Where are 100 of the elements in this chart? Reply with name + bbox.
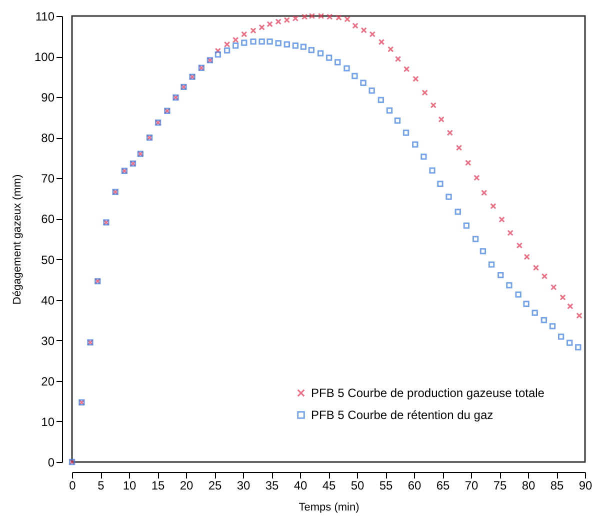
point xyxy=(224,47,230,54)
point xyxy=(275,18,282,25)
point xyxy=(266,21,273,28)
point xyxy=(567,303,574,310)
point xyxy=(402,130,410,136)
point xyxy=(250,28,256,34)
point xyxy=(488,261,495,268)
x-tick-label: 35 xyxy=(265,478,279,492)
point xyxy=(388,46,394,52)
x-tick-label: 10 xyxy=(122,478,136,492)
y-tick-label: 80 xyxy=(41,131,55,146)
point xyxy=(540,316,548,324)
point xyxy=(549,323,556,330)
x-tick-label: 30 xyxy=(236,478,250,492)
point xyxy=(292,15,299,22)
legend-label: PFB 5 Courbe de production gazeuse totale xyxy=(311,386,545,400)
point xyxy=(515,291,522,298)
point xyxy=(258,24,265,30)
point xyxy=(352,22,358,29)
point xyxy=(558,334,564,340)
point xyxy=(430,102,436,108)
y-tick-label: 20 xyxy=(41,374,55,388)
point xyxy=(326,54,332,61)
point xyxy=(437,180,444,187)
point xyxy=(241,31,248,38)
point xyxy=(344,65,350,72)
point xyxy=(403,66,410,72)
y-tick-label: 100 xyxy=(34,50,55,64)
point xyxy=(369,31,376,38)
point xyxy=(560,294,566,300)
x-tick-label: 40 xyxy=(294,478,308,492)
point xyxy=(266,38,273,45)
point xyxy=(275,40,282,46)
y-tick-label: 10 xyxy=(41,414,55,429)
point xyxy=(456,144,462,151)
point xyxy=(506,282,512,288)
point xyxy=(429,167,436,174)
point xyxy=(412,141,418,148)
point xyxy=(541,273,548,280)
point xyxy=(446,130,454,136)
y-tick-label: 0 xyxy=(48,456,55,470)
point xyxy=(336,14,342,21)
point xyxy=(481,190,488,196)
point xyxy=(344,16,350,22)
point xyxy=(318,12,324,20)
point xyxy=(446,194,452,200)
x-tick-label: 5 xyxy=(98,478,105,492)
x-tick-label: 65 xyxy=(436,478,450,492)
point xyxy=(472,236,479,242)
point xyxy=(352,72,358,80)
point xyxy=(438,116,444,122)
y-tick-label: 40 xyxy=(41,293,55,308)
y-axis-title: Dégagement gazeux (mm) xyxy=(11,174,24,305)
point xyxy=(334,59,341,66)
point xyxy=(224,41,230,48)
legend-label: PFB 5 Courbe de rétention du gaz xyxy=(311,408,494,422)
x-tick-label: 75 xyxy=(493,478,507,492)
x-axis-title: Temps (min) xyxy=(298,502,360,514)
point xyxy=(326,14,333,20)
point xyxy=(394,118,401,124)
point xyxy=(465,160,472,166)
point xyxy=(490,203,496,210)
point xyxy=(420,154,427,160)
point xyxy=(524,254,530,260)
point xyxy=(412,76,419,82)
point xyxy=(250,38,256,45)
point xyxy=(258,38,265,45)
y-tick-label: 60 xyxy=(41,212,55,226)
point xyxy=(422,90,428,96)
y-tick-label: 90 xyxy=(41,90,55,105)
point xyxy=(300,44,307,50)
y-tick-label: 70 xyxy=(41,172,55,186)
x-tick-label: 50 xyxy=(350,478,364,492)
point xyxy=(214,51,222,58)
x-tick-label: 20 xyxy=(180,478,194,492)
point xyxy=(532,264,540,271)
point xyxy=(498,216,505,223)
point xyxy=(507,230,514,236)
x-tick-label: 90 xyxy=(578,478,592,492)
y-tick-label: 30 xyxy=(41,334,55,348)
point xyxy=(308,46,314,54)
point xyxy=(214,48,222,54)
point xyxy=(241,40,248,46)
point xyxy=(360,80,366,86)
point xyxy=(317,50,324,56)
point xyxy=(378,38,385,46)
x-tick-label: 85 xyxy=(550,478,564,492)
point xyxy=(474,174,480,181)
point xyxy=(386,107,393,114)
x-tick-label: 15 xyxy=(151,478,165,492)
y-tick-label: 110 xyxy=(35,10,55,24)
point xyxy=(516,242,523,249)
point xyxy=(498,272,504,278)
point xyxy=(284,16,290,24)
x-tick-label: 70 xyxy=(464,478,478,492)
point xyxy=(576,312,582,319)
x-tick-label: 55 xyxy=(379,478,393,492)
point xyxy=(550,284,557,290)
point xyxy=(292,42,299,49)
point xyxy=(360,27,367,34)
